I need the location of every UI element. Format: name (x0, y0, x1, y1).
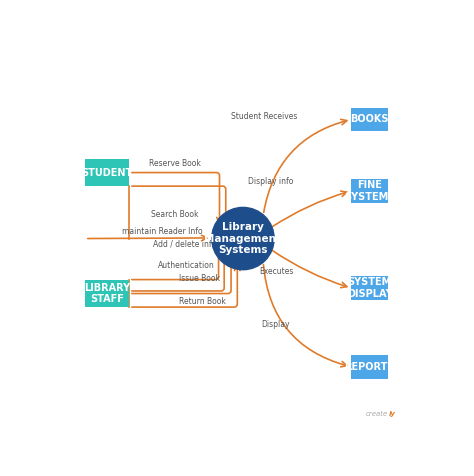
Circle shape (212, 208, 274, 270)
Text: LIBRARY
STAFF: LIBRARY STAFF (84, 283, 130, 304)
Text: Add / delete info: Add / delete info (153, 239, 216, 248)
FancyBboxPatch shape (351, 276, 388, 300)
Text: Authentication: Authentication (158, 261, 214, 270)
Text: Return Book: Return Book (179, 297, 226, 306)
Text: Library
Management
Systems: Library Management Systems (204, 222, 282, 255)
Text: FINE
SYSTEMS: FINE SYSTEMS (344, 180, 395, 202)
Text: BOOKS: BOOKS (350, 114, 389, 124)
Text: ly: ly (389, 411, 396, 417)
FancyBboxPatch shape (351, 355, 388, 379)
FancyBboxPatch shape (351, 108, 388, 131)
Text: Display: Display (262, 320, 290, 329)
FancyBboxPatch shape (85, 280, 129, 307)
Text: Reserve Book: Reserve Book (149, 159, 201, 168)
Text: SYSTEM
DISPLAY: SYSTEM DISPLAY (347, 277, 392, 299)
FancyBboxPatch shape (85, 159, 129, 186)
Text: Issue Book: Issue Book (179, 274, 219, 283)
Text: maintain Reader Info: maintain Reader Info (122, 227, 202, 236)
Text: create: create (366, 411, 388, 417)
Text: REPORTS: REPORTS (345, 362, 395, 372)
Text: Executes: Executes (259, 268, 293, 276)
Text: Student Receives: Student Receives (231, 112, 297, 121)
Text: Search Book: Search Book (151, 210, 199, 219)
FancyBboxPatch shape (351, 179, 388, 203)
Text: STUDENT: STUDENT (82, 168, 133, 178)
Text: Display info: Display info (248, 177, 293, 186)
